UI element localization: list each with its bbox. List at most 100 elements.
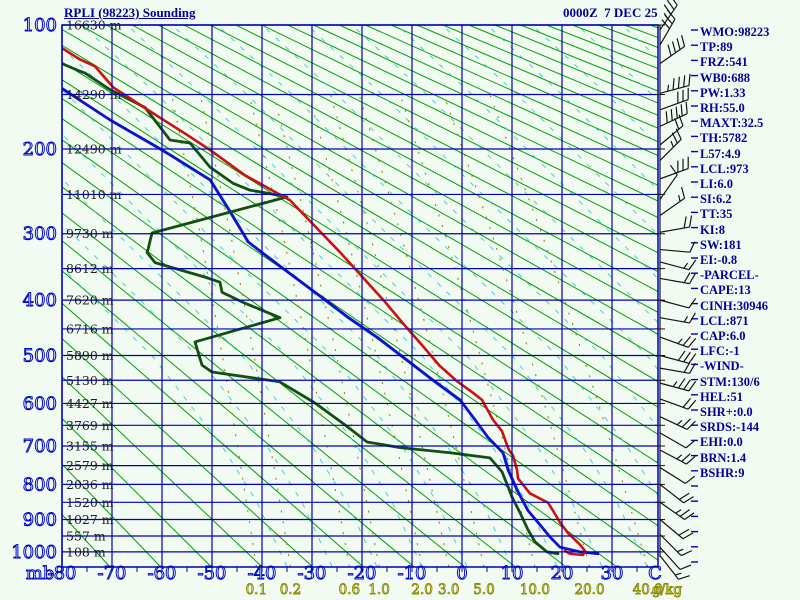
mixing-ratio-label: 40.0: [633, 582, 663, 598]
mixing-ratio-unit-label: g/kg: [652, 582, 682, 598]
wetbulb-trace: [63, 89, 544, 530]
mixing-ratio-line: [248, 94, 350, 567]
altitude-label: 2579 m: [66, 458, 114, 473]
dry-adiabat-line: [62, 417, 212, 567]
index-line: SRDS:-144: [700, 420, 760, 435]
index-line: EI:-0.8: [700, 253, 738, 268]
index-line: CAPE:13: [700, 283, 751, 298]
altitude-label: 1027 m: [66, 512, 114, 527]
plot-area: [62, 25, 658, 567]
dry-adiabat-line: [62, 463, 161, 567]
altitude-label: 12490 m: [66, 141, 122, 156]
altitude-label: 9730 m: [66, 226, 114, 241]
altitude-label: 2036 m: [66, 477, 114, 492]
altitude-label: 108 m: [66, 544, 106, 559]
index-line: SI:6.2: [700, 192, 732, 207]
temp-axis-unit-label: C: [648, 563, 662, 584]
index-line: CINH:30946: [700, 298, 769, 313]
altitude-label: 7620 m: [66, 293, 114, 308]
index-line: RH:55.0: [700, 101, 745, 116]
dry-adiabat-line: [62, 44, 658, 408]
moist-adiabat-line: [261, 25, 658, 429]
pressure-axis-label: 400: [23, 290, 57, 311]
dry-adiabat-line: [287, 25, 658, 202]
wind-barb: [659, 449, 696, 465]
dry-adiabat-line: [62, 161, 617, 567]
dry-adiabat-line: [183, 25, 658, 273]
dry-adiabat-line: [209, 25, 658, 254]
mixing-ratio-label: 2.0: [411, 582, 432, 598]
wind-barb: [659, 467, 696, 484]
dry-adiabat-line: [62, 97, 658, 495]
mixing-ratio-label: 0.2: [280, 582, 301, 598]
wind-barb: [659, 432, 696, 449]
dry-adiabat-line: [62, 139, 658, 561]
index-line: LI:6.0: [700, 177, 733, 192]
moist-adiabat-line: [216, 25, 658, 497]
temp-axis-label: 10: [501, 563, 524, 584]
index-line: LCL:871: [700, 313, 749, 328]
parcel-trace: [62, 86, 600, 556]
wind-barb: [659, 241, 696, 253]
wind-barb: [659, 215, 693, 233]
temp-axis-label: -50: [198, 563, 227, 584]
wind-barb: [659, 519, 694, 540]
dry-adiabat-line: [62, 302, 364, 567]
pressure-axis-label: 600: [23, 393, 57, 414]
wind-barb: [659, 533, 693, 557]
dry-adiabat-line: [131, 25, 658, 313]
indices-panel: WMO:98223 TP:89 FRZ:541 WB0:688 PW:1.33 RH:55…: [700, 25, 769, 481]
wind-barb: [659, 164, 678, 200]
mixing-ratio-label: 5.0: [473, 582, 494, 598]
index-line: LCL:973: [700, 161, 749, 176]
mixing-ratio-label: 3.0: [438, 582, 459, 598]
altitude-label: 8612 m: [66, 261, 114, 276]
pressure-axis-label: 100: [23, 15, 57, 36]
pressure-axis-label: 300: [23, 224, 57, 245]
plot-border: [61, 24, 659, 568]
altitude-label: 5890 m: [66, 348, 114, 363]
wind-barb: [659, 378, 697, 392]
pressure-axis-label: 700: [23, 436, 57, 457]
pressure-axis-label: 900: [23, 509, 57, 530]
temp-axis-label: -80: [48, 563, 77, 584]
dry-adiabat-line: [62, 61, 658, 435]
wind-barb: [659, 259, 697, 271]
index-line: TT:35: [700, 207, 733, 222]
mb-axis-label: mb: [26, 563, 55, 584]
wind-barb: [659, 483, 694, 504]
wind-barb: [659, 297, 697, 309]
dry-adiabat-line: [106, 25, 658, 335]
wind-barb: [659, 397, 697, 410]
wind-barb: [659, 546, 692, 571]
wind-barb: [659, 73, 691, 94]
temp-axis-label: -30: [298, 563, 327, 584]
dry-adiabat-line: [62, 240, 465, 567]
mixing-ratio-label: 0.1: [246, 582, 267, 598]
temp-axis-label: 0: [456, 563, 467, 584]
pressure-axis-label: 200: [23, 139, 57, 160]
index-line: BRN:1.4: [700, 450, 747, 465]
wind-barb: [659, 186, 686, 216]
index-line: SW:181: [700, 237, 742, 252]
dry-adiabat-line: [416, 25, 658, 129]
dry-adiabat-line: [235, 25, 658, 236]
wind-barb: [659, 128, 682, 161]
mixing-ratio-label: 1.0: [368, 582, 389, 598]
altitude-label: 16630 m: [66, 17, 122, 32]
index-line: EHI:0.0: [700, 435, 743, 450]
moist-adiabat-line: [62, 133, 423, 567]
dry-adiabat-line: [62, 212, 516, 567]
wind-barb: [659, 336, 697, 348]
index-line: FRZ:541: [700, 55, 748, 70]
wind-barb: [659, 87, 689, 111]
index-line: TH:5782: [700, 131, 748, 146]
pressure-axis-label: 1000: [11, 542, 57, 563]
altitude-label: 3769 m: [66, 418, 114, 433]
mixing-ratio-line: [199, 94, 291, 567]
wind-barb: [659, 501, 695, 520]
index-line: STM:130/6: [700, 374, 760, 389]
temp-axis-label: -60: [148, 563, 177, 584]
